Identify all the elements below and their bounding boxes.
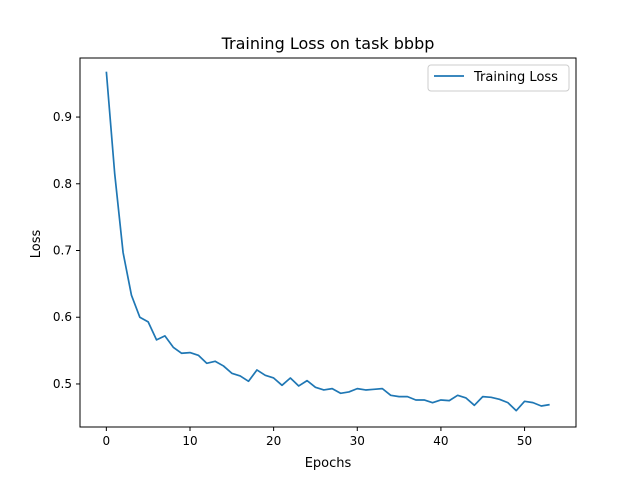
x-tick-label: 10 bbox=[182, 434, 197, 448]
plot-area bbox=[79, 57, 577, 428]
x-tick-label: 50 bbox=[517, 434, 532, 448]
y-tick-label: 0.6 bbox=[53, 310, 72, 324]
x-tick-label: 30 bbox=[350, 434, 365, 448]
legend-box bbox=[427, 64, 570, 92]
x-axis-label: Epochs bbox=[305, 456, 352, 471]
plot-frame bbox=[79, 57, 577, 428]
y-axis-label: Loss bbox=[29, 230, 44, 259]
x-tick-label: 20 bbox=[266, 434, 281, 448]
legend: Training Loss bbox=[427, 64, 570, 92]
y-tick-label: 0.9 bbox=[53, 110, 72, 124]
x-tick-label: 40 bbox=[433, 434, 448, 448]
y-tick-label: 0.7 bbox=[53, 244, 72, 258]
training-loss-line bbox=[105, 71, 550, 412]
y-tick-label: 0.8 bbox=[53, 177, 72, 191]
x-tick-label: 0 bbox=[103, 434, 111, 448]
chart-title: Training Loss on task bbbp bbox=[221, 34, 435, 53]
x-axis-ticks: 0 10 20 30 40 50 bbox=[103, 427, 532, 448]
y-tick-label: 0.5 bbox=[53, 377, 72, 391]
y-axis-ticks: 0.5 0.6 0.7 0.8 0.9 bbox=[53, 110, 80, 391]
legend-label-training-loss: Training Loss bbox=[473, 70, 558, 85]
